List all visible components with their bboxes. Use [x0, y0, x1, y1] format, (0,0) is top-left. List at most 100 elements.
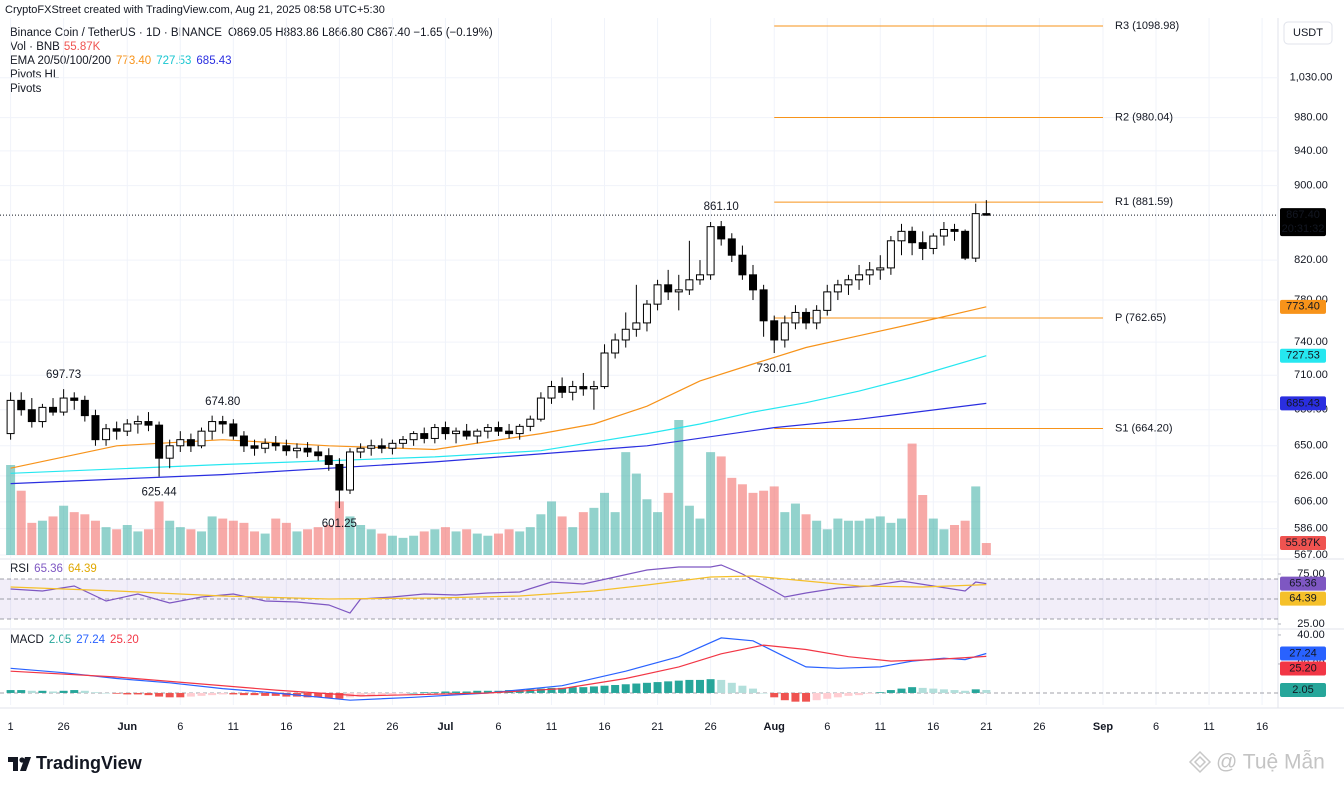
ohlc: O869.05 H883.86 L866.80 C867.40 −1.65 (−…	[228, 27, 493, 39]
histogram-bar	[70, 690, 79, 693]
value-tag-label: 2.05	[1292, 684, 1313, 696]
volume-bar	[875, 516, 885, 555]
histogram-bar	[27, 690, 36, 693]
logo-dot	[19, 757, 25, 763]
candle-body	[536, 397, 545, 420]
x-tick-label: 16	[927, 721, 939, 733]
histogram-bar	[377, 692, 386, 696]
candle-body	[855, 274, 864, 281]
candle-body	[844, 279, 853, 286]
symbol-title: Binance Coin / TetherUS · 1D · BINANCE	[10, 27, 222, 39]
histogram-bar	[335, 692, 344, 699]
histogram-bar	[229, 692, 238, 695]
x-tick-label: 16	[280, 721, 292, 733]
histogram-bar	[749, 688, 758, 693]
x-tick-label: 6	[1153, 721, 1159, 733]
candle-body	[27, 409, 36, 423]
x-tick-label: Sep	[1093, 721, 1113, 733]
histogram-bar	[939, 689, 948, 693]
volume-bar	[462, 529, 472, 555]
ema-line	[10, 355, 987, 474]
histogram-bar	[802, 692, 811, 702]
y-tick-label: 650.00	[1294, 440, 1328, 452]
volume-bar	[801, 514, 811, 555]
histogram-bar	[91, 692, 100, 693]
histogram-bar	[706, 679, 715, 693]
candle-body	[462, 430, 471, 437]
credit: CryptoFXStreet created with TradingView.…	[5, 4, 385, 16]
volume-bar	[684, 505, 694, 555]
currency-box[interactable]	[1283, 21, 1333, 45]
volume-bar	[250, 531, 260, 555]
x-tick-label: 1	[8, 721, 14, 733]
candle-body	[642, 303, 651, 324]
histogram-bar	[770, 692, 779, 698]
candle-body	[102, 428, 111, 441]
histogram-bar	[430, 692, 439, 693]
candle-body	[91, 415, 100, 441]
legend-main: Binance Coin / TetherUS · 1D · BINANCE O8…	[10, 27, 493, 39]
x-tick-label: 6	[824, 721, 830, 733]
brand: TradingView	[36, 753, 143, 773]
volume-bar	[790, 503, 800, 555]
candle-body	[356, 447, 365, 453]
candle-body	[865, 269, 874, 276]
value-tag	[1280, 646, 1326, 661]
histogram-bar	[897, 688, 906, 693]
lines-layer	[0, 25, 1278, 701]
candle-body	[282, 445, 291, 452]
candle-body	[685, 279, 694, 291]
countdown: 20:31:32	[1282, 223, 1325, 235]
candle-body	[812, 309, 821, 324]
y-tick-label: 567.00	[1294, 549, 1328, 561]
histogram-bar	[59, 690, 68, 693]
histogram-bar	[314, 692, 323, 698]
candle-body	[6, 399, 15, 435]
value-tag	[1280, 661, 1326, 676]
candle-body	[961, 230, 970, 259]
x-tick-label: 26	[58, 721, 70, 733]
volume-bar	[69, 512, 79, 555]
volume-bar	[886, 522, 896, 555]
volume-bar	[112, 529, 122, 555]
histogram-bar	[6, 690, 15, 693]
value-tag-label: 727.53	[1286, 350, 1320, 362]
volume-bar	[960, 520, 970, 555]
pivot-label: R2 (980.04)	[1115, 111, 1173, 123]
value-tag	[1280, 396, 1326, 411]
histogram-bar	[876, 692, 885, 693]
candle-body	[345, 451, 354, 491]
candle-body	[218, 421, 227, 425]
vol-layer	[6, 420, 991, 702]
x-tick-label: 26	[386, 721, 398, 733]
histogram-bar	[239, 692, 248, 696]
histogram-bar	[409, 692, 418, 694]
candle-body	[770, 320, 779, 341]
histogram-bar	[695, 679, 704, 693]
volume-bar	[451, 531, 461, 555]
y-tick-label: 1,030.00	[1290, 72, 1333, 84]
legend-pivots: Pivots	[10, 83, 42, 95]
candle-body	[939, 228, 948, 237]
histogram-bar	[49, 691, 58, 693]
histogram-bar	[727, 682, 736, 693]
volume-bar	[769, 486, 779, 555]
histogram-bar	[929, 688, 938, 693]
candle-body	[80, 399, 89, 417]
ema-value: 727.53	[156, 55, 191, 67]
histogram-bar	[144, 692, 153, 696]
y-tick-label: 586.00	[1294, 523, 1328, 535]
candle-body	[250, 445, 259, 449]
volume-bar	[377, 533, 387, 555]
volume-bar	[419, 531, 429, 555]
candle-body	[505, 430, 514, 435]
histogram-bar	[282, 692, 291, 697]
volume-bar	[822, 529, 832, 555]
indicator-line	[10, 575, 987, 600]
volume-bar	[950, 525, 960, 555]
candle-body	[600, 352, 609, 388]
volume-bar	[101, 527, 111, 555]
histogram-bar	[759, 692, 768, 694]
candle-body	[430, 427, 439, 439]
